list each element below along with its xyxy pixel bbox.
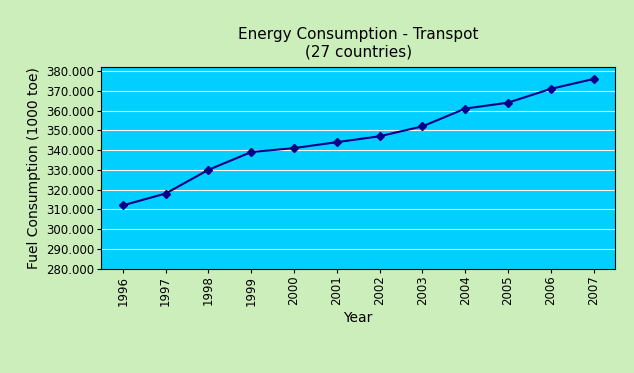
Title: Energy Consumption - Transpot
(27 countries): Energy Consumption - Transpot (27 countr… (238, 26, 479, 59)
X-axis label: Year: Year (344, 311, 373, 325)
Y-axis label: Fuel Consumption (1000 toe): Fuel Consumption (1000 toe) (27, 67, 41, 269)
